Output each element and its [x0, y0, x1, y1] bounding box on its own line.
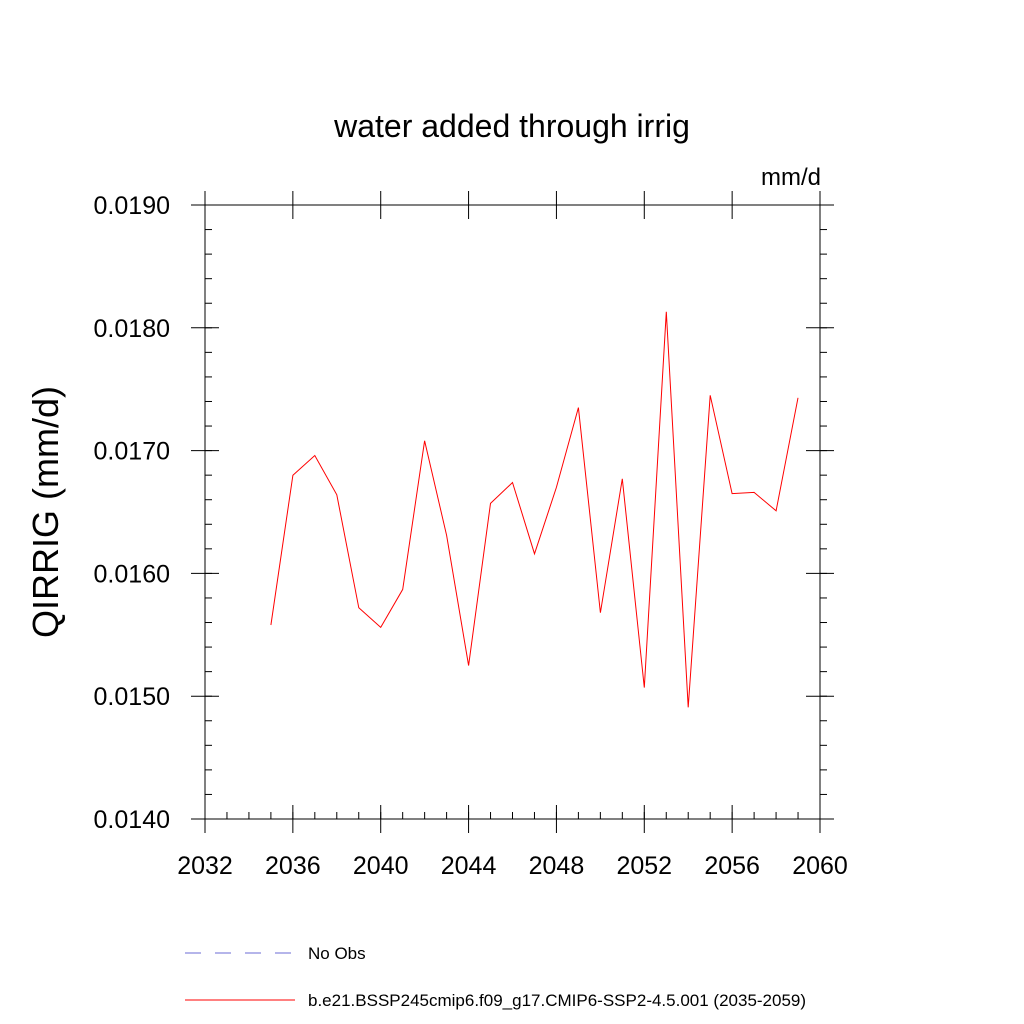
x-minor-ticks: [204, 812, 821, 819]
y-tick-label: 0.0170: [94, 438, 170, 466]
y-minor-ticks: [205, 204, 827, 820]
y-major-ticks: 0.0140 0.0150 0.0160 0.0170 0.0180 0.0190: [94, 192, 834, 834]
x-tick-label: 2036: [265, 852, 321, 880]
series-layer: [270, 311, 799, 708]
series-line: [270, 311, 799, 708]
y-tick-label: 0.0190: [94, 192, 170, 220]
x-tick-label: 2032: [177, 852, 233, 880]
y-axis-label: QIRRIG (mm/d): [25, 386, 66, 638]
x-tick-label: 2044: [441, 852, 497, 880]
x-tick-label: 2056: [704, 852, 760, 880]
legend-label-series: b.e21.BSSP245cmip6.f09_g17.CMIP6-SSP2-4.…: [308, 991, 806, 1010]
x-tick-label: 2048: [529, 852, 585, 880]
y-tick-label: 0.0180: [94, 315, 170, 343]
chart-title: water added through irrig: [333, 108, 690, 144]
legend-label-no-obs: No Obs: [308, 944, 366, 963]
x-major-ticks: 2032 2036 2040 2044 2048 2052 2056 2060: [177, 191, 848, 880]
x-tick-label: 2040: [353, 852, 409, 880]
x-tick-label: 2060: [792, 852, 848, 880]
units-label: mm/d: [761, 164, 821, 191]
plot-frame: [204, 204, 821, 820]
legend: No Obs b.e21.BSSP245cmip6.f09_g17.CMIP6-…: [185, 944, 806, 1010]
y-tick-label: 0.0140: [94, 806, 170, 834]
y-tick-label: 0.0160: [94, 560, 170, 588]
x-tick-label: 2052: [616, 852, 672, 880]
y-tick-label: 0.0150: [94, 683, 170, 711]
